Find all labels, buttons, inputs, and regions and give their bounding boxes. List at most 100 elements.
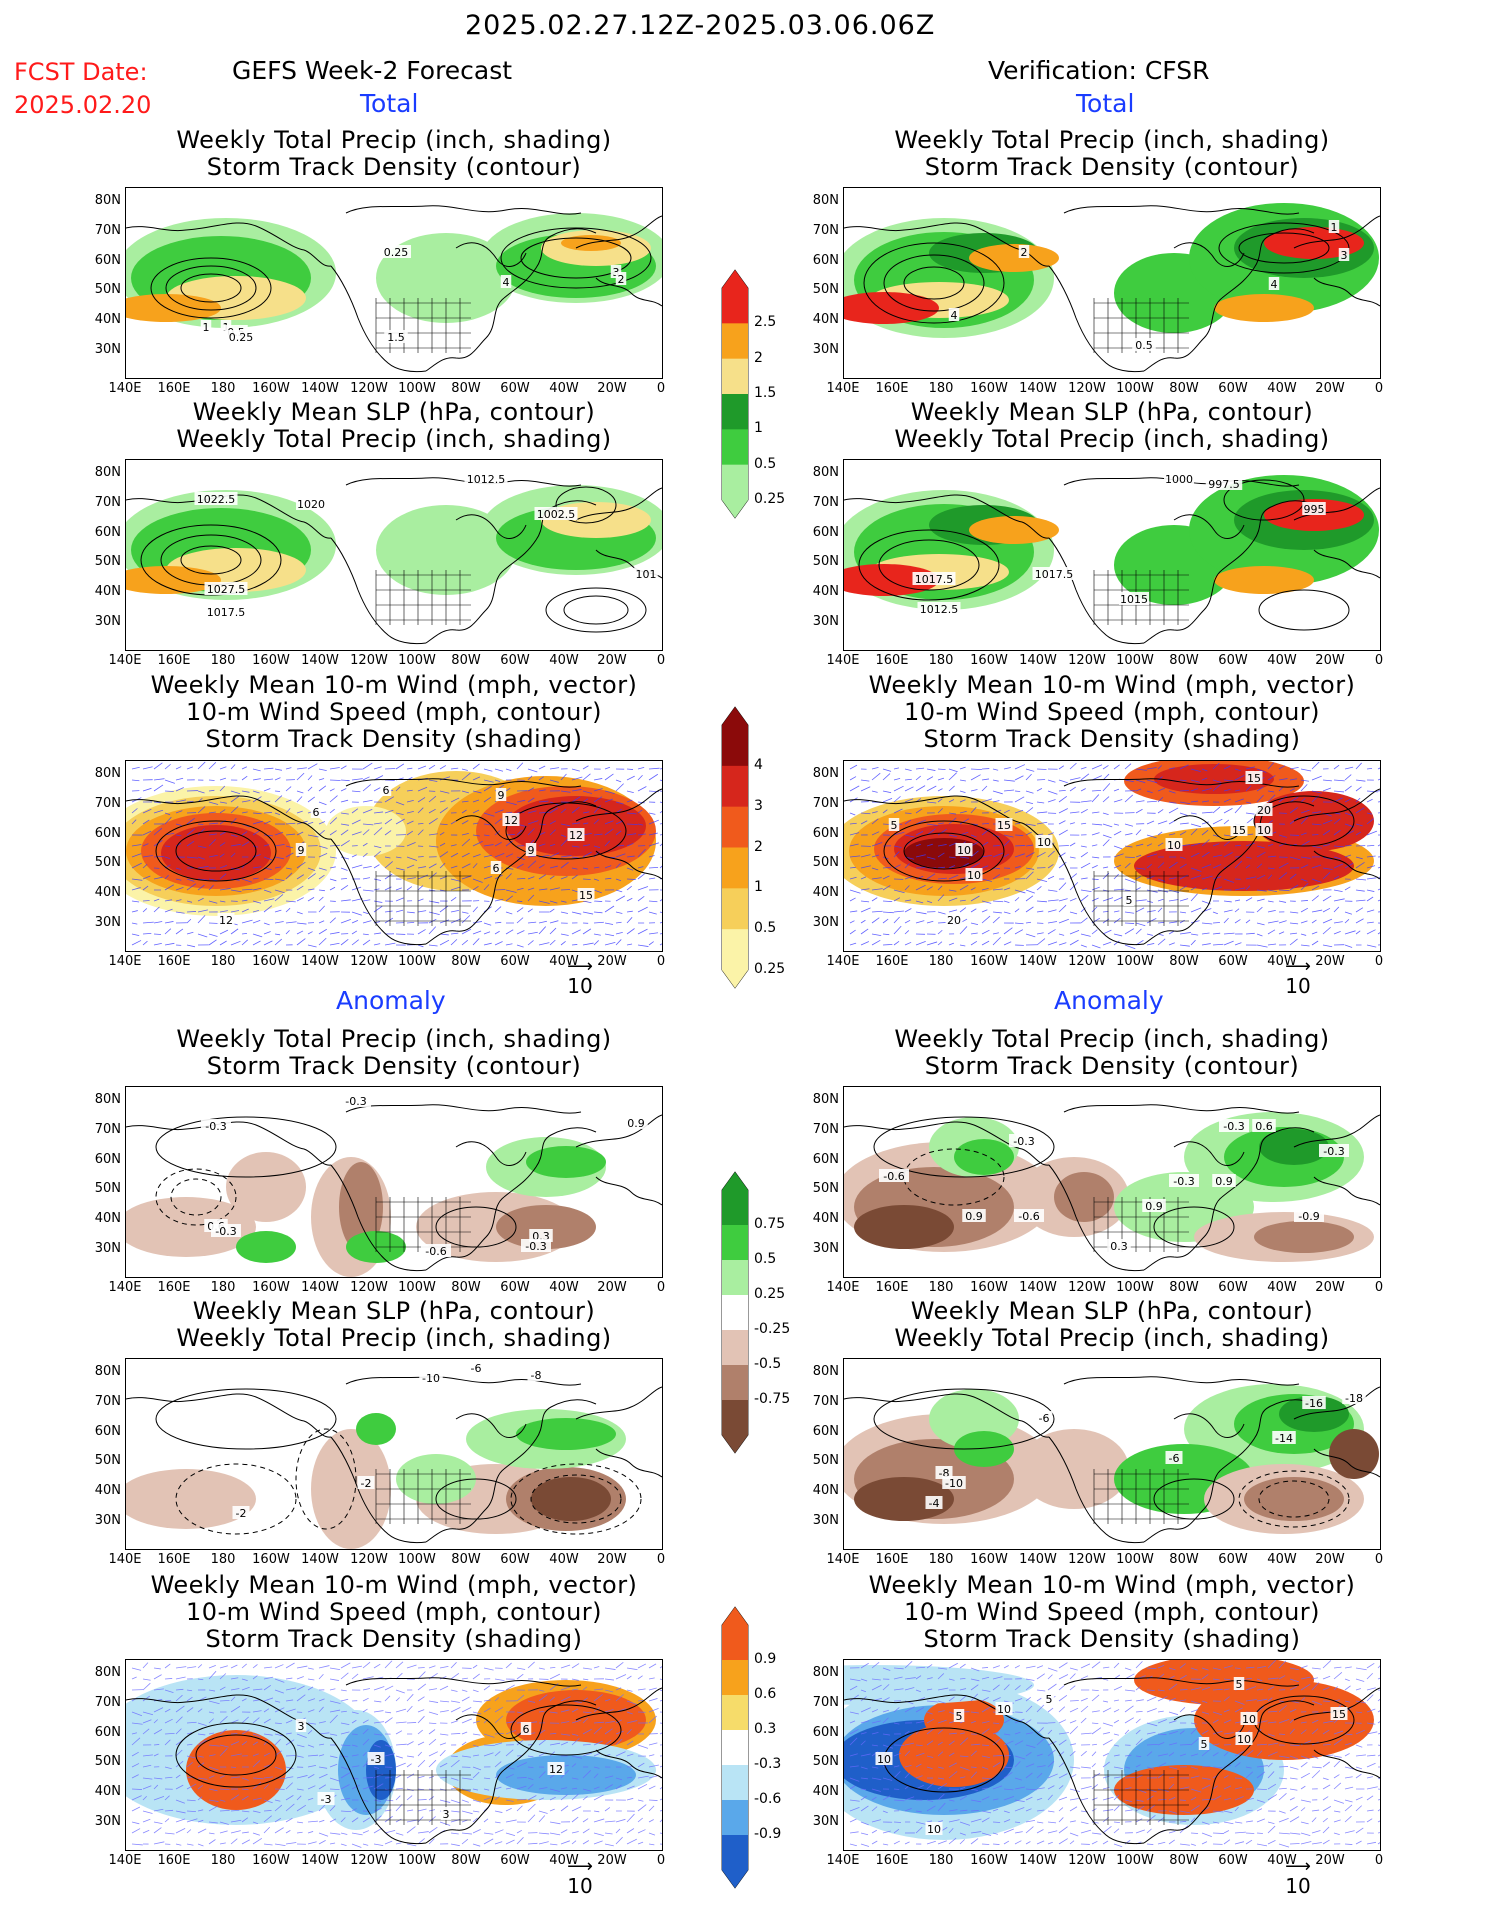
shading-blob	[396, 1454, 476, 1504]
contour-label: -0.3	[521, 1239, 551, 1253]
lon-label: 20W	[597, 653, 627, 668]
lon-label: 140E	[108, 1280, 142, 1295]
lon-label: 140W	[301, 1280, 339, 1295]
shading-blob	[236, 1231, 296, 1263]
contour-label: -18	[1342, 1391, 1366, 1405]
lat-label: 40N	[812, 1483, 839, 1498]
svg-text:5: 5	[1236, 1678, 1243, 1691]
contour-label: 6	[490, 861, 502, 875]
lon-label: 180	[210, 381, 236, 396]
shading-blob	[339, 1162, 383, 1252]
contour-label: 15	[577, 888, 595, 902]
colorbar-storm-anom	[721, 1606, 749, 1889]
contour-label: -0.3	[1319, 1144, 1349, 1158]
contour-label: -8	[527, 1368, 545, 1382]
lon-label: 180	[928, 954, 954, 969]
lat-label: 70N	[94, 1695, 121, 1710]
colorbar-label: -0.75	[754, 1391, 791, 1407]
lon-label: 100W	[398, 954, 436, 969]
contour-lines	[903, 1148, 1005, 1206]
lat-label: 50N	[812, 1181, 839, 1196]
lat-label: 30N	[812, 1513, 839, 1528]
lon-label: 120W	[1068, 653, 1106, 668]
p6R-map-svg: 5 10 5 5 10 15 10 5 10 10	[844, 1660, 1380, 1850]
lon-label: 60W	[500, 653, 530, 668]
lon-label: 40W	[1267, 1280, 1297, 1295]
contour-label: 101	[634, 567, 658, 581]
svg-text:6: 6	[523, 1723, 530, 1736]
lat-label: 40N	[812, 1211, 839, 1226]
contour-label: 995	[1302, 502, 1326, 516]
colorbar-swatch	[722, 429, 748, 466]
lat-label: 60N	[94, 826, 121, 841]
lon-label: 160E	[875, 381, 909, 396]
state-borders	[1093, 1469, 1189, 1524]
p2R-map-svg: 1000 997.5 1017.5 995 1017.5 1015 1012.5	[844, 460, 1380, 650]
lon-label: 140E	[826, 1280, 860, 1295]
contour-label: 1.5	[384, 330, 408, 344]
svg-text:101: 101	[636, 568, 657, 581]
lat-label: 40N	[812, 312, 839, 327]
lon-label: 80W	[1169, 954, 1199, 969]
lat-label: 80N	[94, 766, 121, 781]
svg-text:1: 1	[1331, 221, 1338, 234]
lat-label: 30N	[812, 614, 839, 629]
lon-label: 80W	[451, 1552, 481, 1567]
lon-label: 100W	[398, 1280, 436, 1295]
lat-label: 60N	[812, 1152, 839, 1167]
svg-text:20: 20	[947, 914, 961, 927]
shading-blob	[496, 1755, 636, 1795]
svg-text:5: 5	[891, 819, 898, 832]
svg-text:-16: -16	[1305, 1397, 1323, 1410]
svg-text:-0.6: -0.6	[425, 1245, 446, 1258]
contour-label: 5	[1123, 893, 1135, 907]
lat-label: 30N	[94, 342, 121, 357]
lon-label: 20W	[1315, 1853, 1345, 1868]
svg-text:1017.5: 1017.5	[1035, 568, 1074, 581]
title-p6L: Weekly Mean 10-m Wind (mph, vector) 10-m …	[150, 1571, 638, 1653]
lon-label: 60W	[500, 1552, 530, 1567]
svg-text:5: 5	[1126, 894, 1133, 907]
title-p5R: Weekly Mean SLP (hPa, contour) Weekly Tot…	[894, 1297, 1330, 1352]
lat-label: 60N	[812, 1725, 839, 1740]
lon-label: 100W	[398, 1552, 436, 1567]
colorbar-swatch	[722, 1330, 748, 1366]
lon-label: 120W	[1068, 1552, 1106, 1567]
colorbar-swatch	[722, 1765, 748, 1801]
lon-label: 0	[1374, 1552, 1384, 1567]
lon-label: 0	[656, 954, 666, 969]
contour-label: 1012.5	[917, 602, 961, 616]
period-title: 2025.02.27.12Z-2025.03.06.06Z	[465, 10, 936, 41]
contour-label: 3	[440, 1807, 452, 1821]
contour-label: -6	[467, 1361, 485, 1375]
colorbar-swatch	[722, 288, 748, 324]
svg-text:4: 4	[951, 309, 958, 322]
lon-label: 60W	[1218, 1280, 1248, 1295]
svg-text:0.9: 0.9	[627, 1117, 645, 1130]
title-p5L: Weekly Mean SLP (hPa, contour) Weekly Tot…	[176, 1297, 612, 1352]
svg-text:0.6: 0.6	[1255, 1120, 1273, 1133]
contour-lines	[175, 1428, 642, 1535]
lat-label: 60N	[94, 1152, 121, 1167]
lon-label: 40W	[1267, 1853, 1297, 1868]
lon-label: 160W	[970, 954, 1008, 969]
lon-label: 140E	[108, 653, 142, 668]
colorbar-swatch	[722, 1625, 748, 1661]
svg-text:2: 2	[618, 273, 625, 286]
lon-label: 80W	[451, 653, 481, 668]
contour-label: 9	[495, 788, 507, 802]
coastlines	[844, 205, 1380, 373]
shading-blob	[1054, 1172, 1114, 1222]
title-p4R: Weekly Total Precip (inch, shading) Storm…	[894, 1025, 1330, 1080]
lat-label: 50N	[94, 282, 121, 297]
shading-blob	[126, 1469, 256, 1529]
lon-label: 180	[210, 1552, 236, 1567]
vector-ref-p6L: ⟶ 10	[567, 1856, 593, 1899]
contour-label: 10	[995, 1702, 1013, 1716]
lat-label: 40N	[94, 1211, 121, 1226]
contour-label: 0.9	[624, 1116, 648, 1130]
svg-text:15: 15	[1232, 824, 1246, 837]
colorbar-swatch	[722, 358, 748, 395]
lon-label: 140E	[826, 653, 860, 668]
lon-label: 160W	[970, 1280, 1008, 1295]
